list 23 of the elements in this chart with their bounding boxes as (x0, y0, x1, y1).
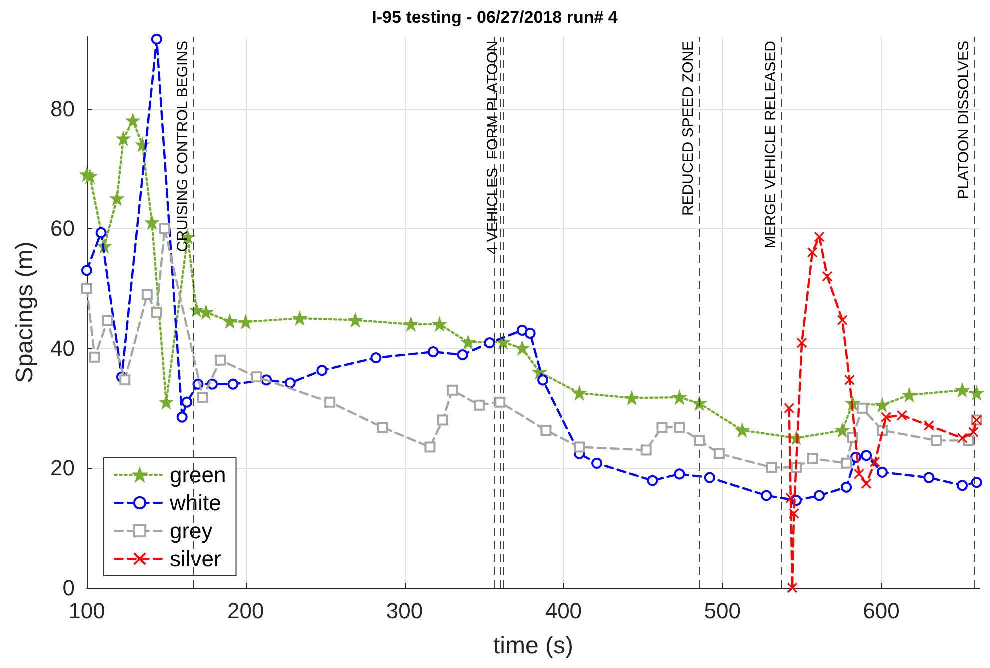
x-tick-label: 100 (68, 598, 106, 624)
x-tick-label: 600 (863, 598, 900, 624)
y-axis-title: Spacings (m) (12, 242, 38, 384)
ref-line-label: CRUISING CONTROL BEGINS (174, 41, 192, 252)
chart-title: I-95 testing - 06/27/2018 run# 4 (372, 8, 618, 27)
legend-label: green (170, 462, 226, 488)
legend-label: silver (170, 546, 222, 572)
y-tick-label: 80 (50, 96, 75, 122)
y-tick-label: 40 (50, 336, 75, 361)
x-tick-label: 500 (704, 598, 741, 624)
y-tick-label: 60 (50, 216, 75, 242)
legend-label: grey (170, 518, 213, 544)
x-tick-label: 400 (545, 598, 582, 624)
legend-label: white (169, 490, 222, 516)
x-axis-title: time (s) (494, 632, 574, 660)
x-tick-label: 200 (228, 598, 264, 624)
ref-line-label: 4 VEHICLES FORM PLATOON (484, 41, 502, 255)
y-tick-label: 0 (62, 576, 75, 600)
y-tick-label: 20 (50, 456, 75, 481)
ref-line-label: MERGE VEHICLE RELEASED (762, 40, 780, 249)
x-tick-label: 300 (386, 598, 424, 624)
ref-line-label: REDUCED SPEED ZONE (680, 41, 697, 216)
ref-line-label: PLATOON DISSOLVES (955, 41, 972, 200)
